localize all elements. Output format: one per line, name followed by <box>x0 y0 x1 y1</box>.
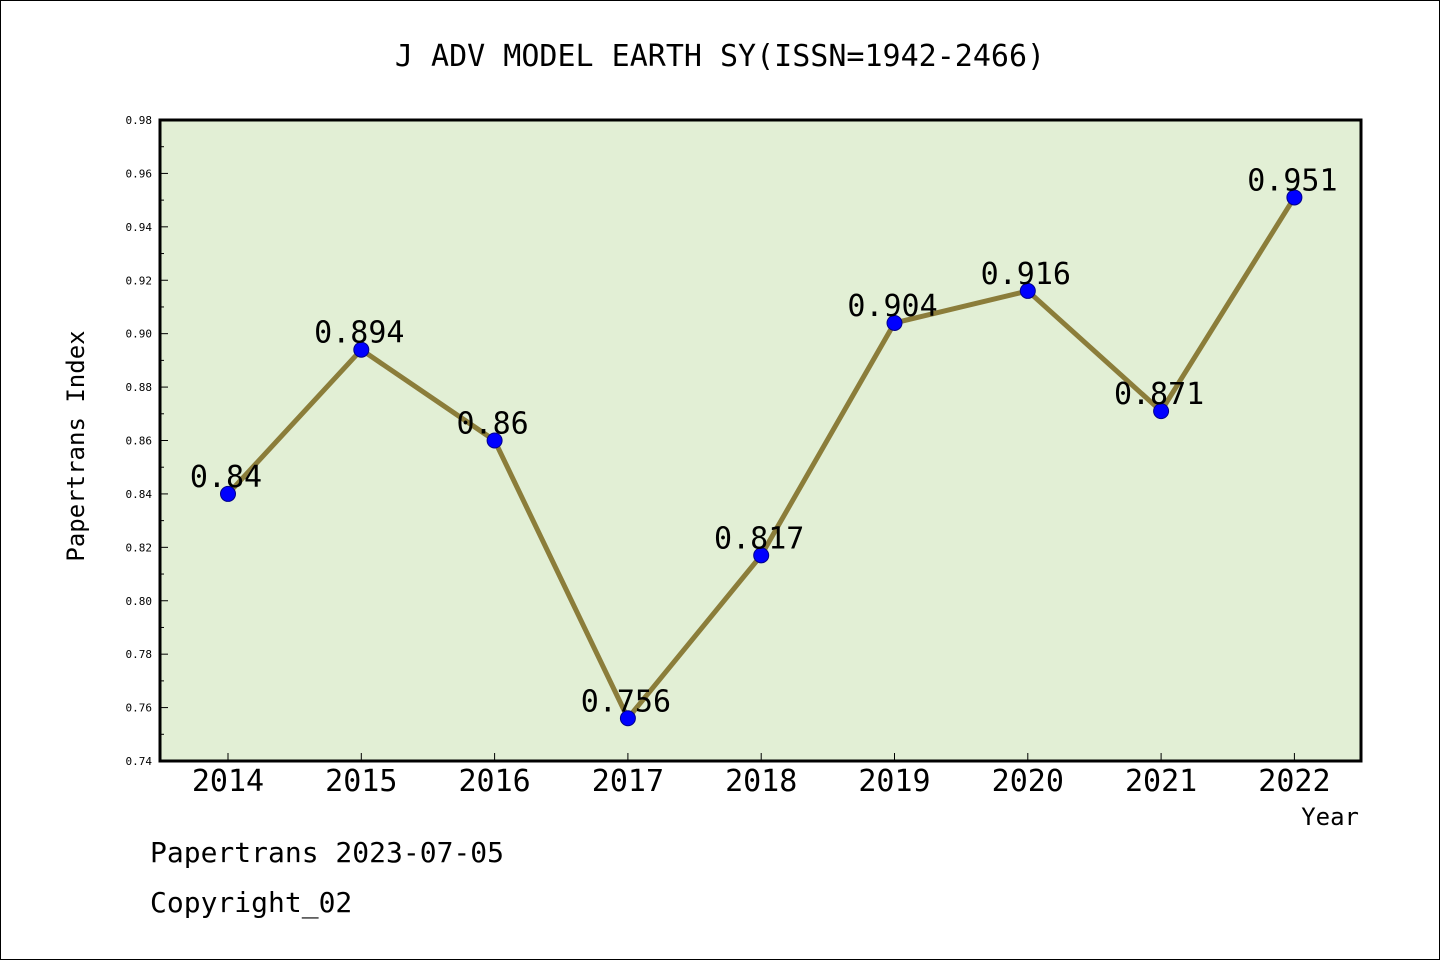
data-point <box>1286 189 1303 206</box>
data-point <box>753 547 770 564</box>
y-tick-label: 0.76 <box>126 702 153 715</box>
data-point <box>486 432 503 449</box>
x-tick-label: 2019 <box>858 764 930 799</box>
x-tick-label: 2018 <box>725 764 797 799</box>
data-label: 0.86 <box>456 407 528 442</box>
y-tick-label: 0.90 <box>126 328 153 341</box>
x-tick-label: 2021 <box>1125 764 1197 799</box>
chart-title: J ADV MODEL EARTH SY(ISSN=1942-2466) <box>395 39 1045 74</box>
y-tick-label: 0.84 <box>126 488 153 501</box>
data-point <box>1019 282 1036 299</box>
x-tick-label: 2016 <box>458 764 530 799</box>
footer-date-text: Papertrans 2023-07-05 <box>150 836 505 869</box>
x-axis: 2014 2015 2016 2017 2018 2019 2020 2021 2022 <box>192 753 1331 799</box>
data-point <box>1153 403 1170 420</box>
y-tick-label: 0.96 <box>126 167 153 180</box>
data-point <box>353 341 370 358</box>
y-tick-label: 0.94 <box>126 221 153 234</box>
data-label: 0.817 <box>714 521 804 556</box>
y-tick-label: 0.74 <box>126 755 153 768</box>
x-tick-label: 2014 <box>192 764 264 799</box>
y-axis: 0.74 0.76 0.78 0.80 0.82 0.84 0.86 0.88 0.90 0.92… <box>126 114 168 768</box>
y-tick-label: 0.88 <box>126 381 153 394</box>
data-point <box>886 314 903 331</box>
data-label: 0.904 <box>847 289 937 324</box>
y-tick-label: 0.78 <box>126 648 153 661</box>
series-markers <box>220 189 1303 727</box>
y-tick-label: 0.82 <box>126 541 153 554</box>
x-tick-label: 2017 <box>592 764 664 799</box>
data-label: 0.951 <box>1247 163 1337 198</box>
footer-copyright-text: Copyright_02 <box>150 886 353 919</box>
data-label: 0.756 <box>581 684 671 719</box>
x-tick-label: 2015 <box>325 764 397 799</box>
data-point <box>220 485 236 502</box>
y-axis-label: Papertrans Index <box>62 330 90 561</box>
x-tick-label: 2022 <box>1258 764 1330 799</box>
plot-area <box>158 118 1363 763</box>
data-label: 0.871 <box>1114 377 1204 412</box>
x-tick-label: 2020 <box>992 764 1064 799</box>
y-tick-label: 0.92 <box>126 274 153 287</box>
data-point <box>619 710 636 727</box>
y-tick-label: 0.80 <box>126 595 153 608</box>
x-axis-label: Year <box>1301 803 1359 831</box>
y-tick-label: 0.98 <box>126 114 153 127</box>
data-label: 0.894 <box>314 316 404 351</box>
data-labels: 0.84 0.894 0.86 0.756 0.817 0.904 0.916 0.871 0.… <box>190 163 1338 719</box>
y-tick-label: 0.86 <box>126 435 153 448</box>
data-label: 0.916 <box>981 257 1071 292</box>
data-label: 0.84 <box>190 460 262 495</box>
